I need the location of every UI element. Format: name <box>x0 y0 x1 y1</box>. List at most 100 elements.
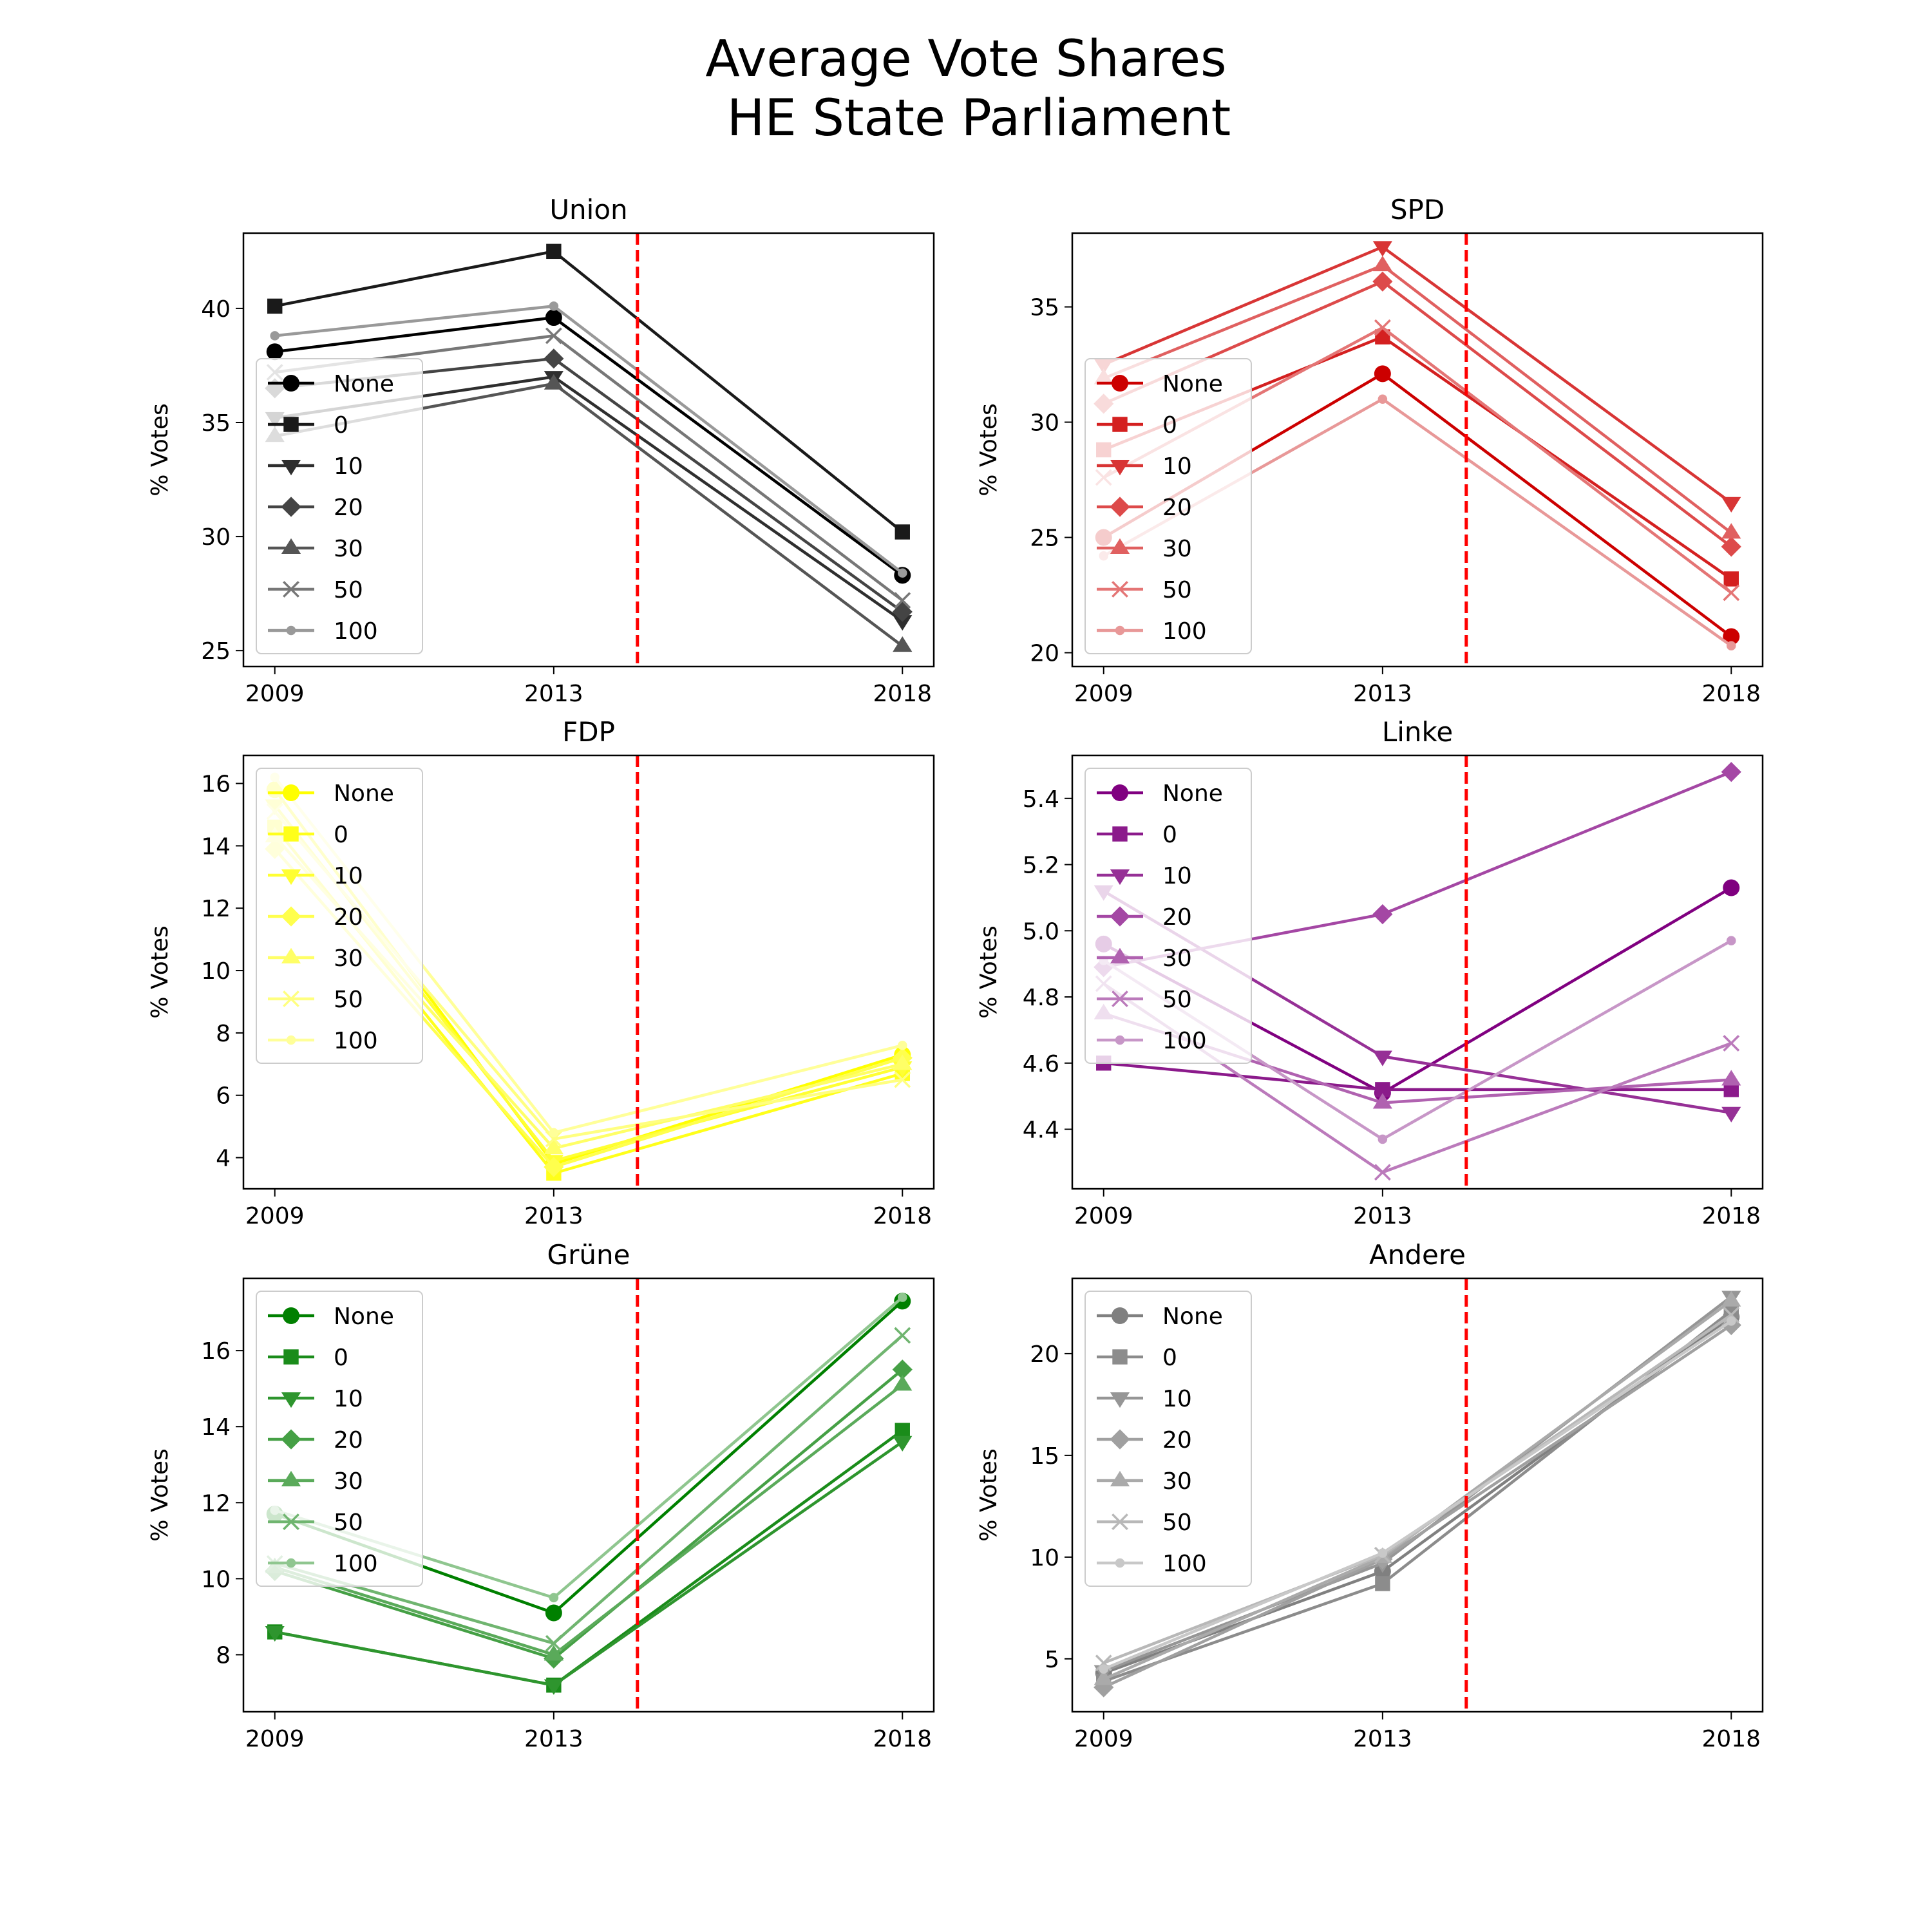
data-point-union-20 <box>544 348 564 369</box>
data-point-andere-50 <box>1723 1306 1740 1323</box>
legend-marker-union-20 <box>281 497 301 517</box>
data-point-union-100 <box>897 568 907 578</box>
y-tick-label-grune: 8 <box>216 1642 231 1669</box>
y-tick-label-union: 25 <box>201 638 231 665</box>
data-point-andere-100 <box>1099 1664 1109 1674</box>
data-point-linke-10 <box>1721 1106 1741 1122</box>
data-point-spd-10 <box>1372 241 1392 257</box>
y-axis-label-spd: % Votes <box>976 403 1002 497</box>
data-point-andere-100 <box>1726 1316 1736 1326</box>
x-tick-label-union: 2013 <box>524 681 583 707</box>
legend-marker-union-10 <box>281 459 301 476</box>
x-tick-label-grune: 2013 <box>524 1726 583 1752</box>
legend-box-spd <box>1084 358 1252 654</box>
data-point-linke-none <box>1723 879 1740 896</box>
y-tick-label-union: 30 <box>201 524 231 551</box>
legend-label-linke-20: 20 <box>1162 904 1192 931</box>
x-tick-label-linke: 2013 <box>1353 1203 1412 1229</box>
x-tick-label-grune: 2018 <box>873 1726 932 1752</box>
y-axis-label-fdp: % Votes <box>147 925 173 1019</box>
data-point-union-30 <box>544 374 564 390</box>
y-tick-label-grune: 10 <box>201 1566 231 1593</box>
legend-marker-andere-30 <box>1110 1470 1130 1487</box>
legend-label-spd-50: 50 <box>1162 577 1192 603</box>
legend-grune: None 0 10 20 30 50 100 <box>256 1291 423 1587</box>
axes-frame-union <box>242 232 935 668</box>
legend-label-union-0: 0 <box>334 412 348 439</box>
data-point-grune-30 <box>893 1375 913 1391</box>
legend-label-union-20: 20 <box>334 495 363 521</box>
data-point-fdp-30 <box>544 1138 564 1155</box>
figure-title-line-2: HE State Parliament <box>727 90 1231 147</box>
legend-marker-grune-0 <box>283 1349 299 1365</box>
y-tick-label-spd: 35 <box>1030 295 1059 321</box>
data-point-union-10 <box>893 615 913 631</box>
y-tick-label-fdp: 12 <box>201 896 231 922</box>
subplot-title-andere: Andere <box>1369 1239 1466 1271</box>
legend-label-spd-20: 20 <box>1162 495 1192 521</box>
legend-label-fdp-10: 10 <box>334 863 363 889</box>
legend-label-fdp-20: 20 <box>334 904 363 931</box>
subplot-union: Union % Votes 25 30 35 40 2009 2013 2018 None 0 10 2… <box>147 194 935 707</box>
legend-marker-union-none <box>283 375 299 392</box>
data-point-fdp-50 <box>545 1130 562 1148</box>
x-tick-label-andere: 2018 <box>1701 1726 1761 1752</box>
legend-fdp: None 0 10 20 30 50 100 <box>256 768 423 1064</box>
data-point-union-0 <box>546 243 562 260</box>
legend-label-linke-none: None <box>1162 781 1223 807</box>
subplot-title-union: Union <box>549 194 627 225</box>
legend-label-grune-none: None <box>334 1303 394 1330</box>
data-point-grune-10 <box>265 1625 285 1642</box>
legend-marker-spd-10 <box>1110 459 1130 476</box>
legend-box-union <box>256 358 423 654</box>
data-point-spd-100 <box>1378 394 1388 404</box>
x-tick-label-linke: 2018 <box>1701 1203 1761 1229</box>
legend-label-grune-20: 20 <box>334 1427 363 1454</box>
data-point-spd-10 <box>1721 497 1741 513</box>
legend-marker-spd-30 <box>1110 538 1130 554</box>
x-tick-label-andere: 2009 <box>1074 1726 1133 1752</box>
data-point-union-100 <box>549 301 559 311</box>
subplot-andere: Andere % Votes 5 10 15 20 2009 2013 2018 None 0 10 2… <box>976 1239 1764 1752</box>
legend-label-spd-10: 10 <box>1162 453 1192 480</box>
legend-label-spd-none: None <box>1162 371 1223 397</box>
y-tick-label-union: 40 <box>201 296 231 323</box>
y-tick-label-linke: 4.4 <box>1023 1117 1059 1144</box>
data-point-grune-10 <box>544 1679 564 1695</box>
x-tick-label-andere: 2013 <box>1353 1726 1412 1752</box>
legend-marker-andere-50 <box>1112 1513 1128 1530</box>
x-tick-label-spd: 2009 <box>1074 681 1133 707</box>
legend-marker-andere-100 <box>1115 1558 1125 1568</box>
data-point-fdp-50 <box>894 1071 911 1088</box>
y-tick-label-grune: 12 <box>201 1490 231 1517</box>
legend-label-fdp-30: 30 <box>334 945 363 972</box>
data-point-union-none <box>266 343 283 361</box>
legend-label-linke-0: 0 <box>1162 822 1177 848</box>
x-tick-label-linke: 2009 <box>1074 1203 1133 1229</box>
y-tick-label-andere: 20 <box>1030 1341 1059 1368</box>
legend-label-spd-0: 0 <box>1162 412 1177 439</box>
legend-box-andere <box>1084 1291 1252 1587</box>
legend-marker-spd-50 <box>1112 581 1128 598</box>
data-point-linke-100 <box>1726 936 1736 945</box>
data-point-linke-50 <box>1723 1035 1740 1052</box>
legend-marker-spd-none <box>1112 375 1128 392</box>
data-point-union-20 <box>892 601 913 622</box>
data-point-fdp-20 <box>544 1157 564 1177</box>
data-point-spd-none <box>1374 365 1391 383</box>
data-point-spd-30 <box>1721 523 1741 539</box>
legend-label-linke-10: 10 <box>1162 863 1192 889</box>
data-point-linke-0 <box>1375 1082 1390 1097</box>
data-point-linke-30 <box>1372 1093 1392 1109</box>
data-point-grune-0 <box>895 1423 910 1438</box>
data-point-andere-30 <box>1721 1291 1741 1307</box>
legend-marker-fdp-100 <box>286 1035 296 1045</box>
legend-label-grune-50: 50 <box>334 1510 363 1536</box>
y-tick-label-fdp: 16 <box>201 772 231 798</box>
legend-marker-spd-0 <box>1112 417 1128 432</box>
legend-label-andere-0: 0 <box>1162 1345 1177 1371</box>
y-tick-label-grune: 14 <box>201 1414 231 1441</box>
data-point-grune-50 <box>894 1327 911 1344</box>
legend-label-linke-100: 100 <box>1162 1028 1207 1054</box>
data-point-union-none <box>545 309 562 327</box>
